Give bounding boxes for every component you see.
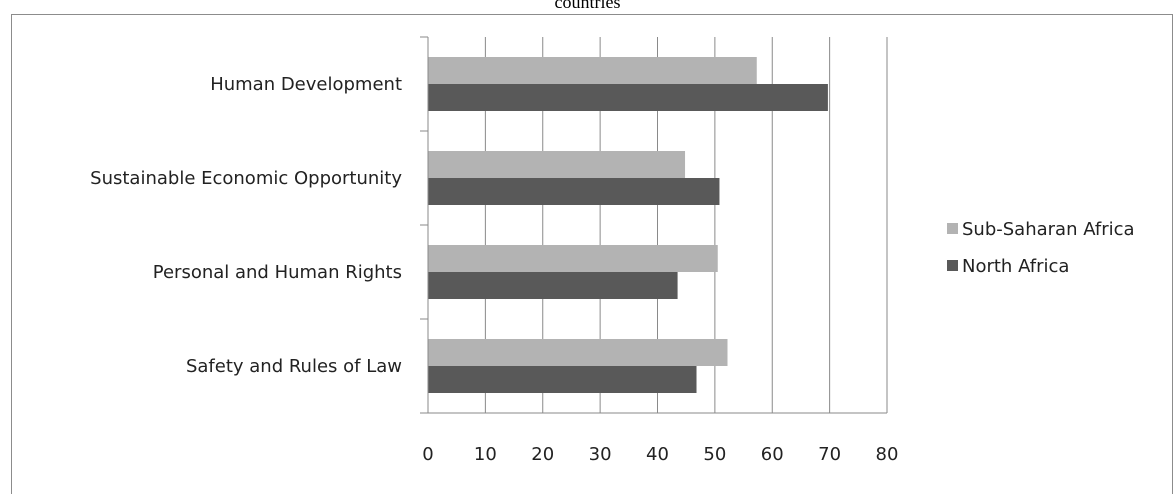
x-tick-label: 80 <box>876 444 899 465</box>
bar-north-africa <box>428 366 697 393</box>
category-label: Safety and Rules of Law <box>186 356 402 377</box>
x-tick-label: 20 <box>531 444 554 465</box>
legend-label: Sub-Saharan Africa <box>962 219 1135 240</box>
legend-swatch <box>947 260 958 271</box>
bar-sub-saharan-africa <box>428 245 718 272</box>
x-tick-label: 60 <box>761 444 784 465</box>
bars <box>428 57 828 393</box>
bar-sub-saharan-africa <box>428 57 757 84</box>
x-tick-labels: 0 10 20 30 40 50 60 70 80 <box>422 444 898 465</box>
x-tick-label: 0 <box>422 444 433 465</box>
x-tick-label: 10 <box>474 444 497 465</box>
category-label: Personal and Human Rights <box>153 262 402 283</box>
x-tick-label: 30 <box>589 444 612 465</box>
legend-label: North Africa <box>962 256 1069 277</box>
bar-north-africa <box>428 84 828 111</box>
bar-north-africa <box>428 272 678 299</box>
axes <box>420 36 887 414</box>
category-label: Sustainable Economic Opportunity <box>90 168 402 189</box>
category-label: Human Development <box>210 74 402 95</box>
x-tick-label: 40 <box>646 444 669 465</box>
chart-title: countries <box>554 0 621 12</box>
legend-swatch <box>947 223 958 234</box>
legend: Sub-Saharan Africa North Africa <box>947 219 1135 277</box>
bar-north-africa <box>428 178 720 205</box>
x-tick-label: 70 <box>818 444 841 465</box>
bar-sub-saharan-africa <box>428 151 686 178</box>
category-labels: Human Development Sustainable Economic Op… <box>90 74 402 377</box>
chart-frame <box>11 14 1173 494</box>
x-tick-label: 50 <box>703 444 726 465</box>
bar-sub-saharan-africa <box>428 339 728 366</box>
